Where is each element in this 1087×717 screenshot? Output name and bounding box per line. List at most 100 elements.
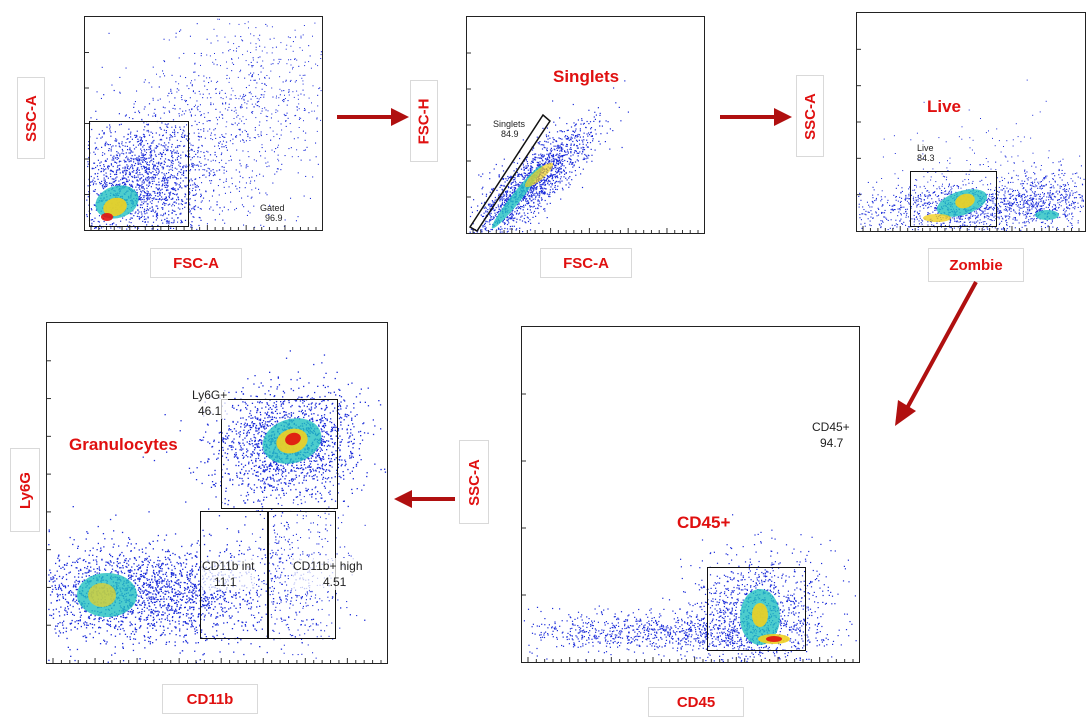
density-dot [235,123,236,124]
density-dot [173,228,174,229]
density-dot [238,46,239,47]
density-dot [900,205,901,206]
density-dot [282,100,283,101]
density-dot [266,134,267,135]
density-dot [239,118,240,119]
density-dot [180,108,181,109]
density-dot [239,181,240,182]
density-dot [1013,195,1014,196]
density-dot [236,169,237,170]
density-dot [1022,227,1023,228]
density-dot [1070,193,1071,194]
gate-gated[interactable] [89,121,189,227]
density-dot [231,134,232,135]
density-dot [293,41,294,42]
density-dot [228,50,229,51]
density-dot [176,33,177,34]
density-dot [1024,221,1025,222]
density-dot [200,220,201,221]
density-dot [1023,214,1024,215]
density-dot [195,154,196,155]
density-dot [202,200,203,201]
density-dot [156,74,157,75]
density-dot [256,82,257,83]
density-dot [898,212,899,213]
density-dot [208,112,209,113]
density-dot [1042,192,1043,193]
density-dot [1001,212,1002,213]
density-dot [1009,205,1010,206]
density-dot [1032,182,1033,183]
density-dot [227,150,228,151]
density-dot [304,25,305,26]
density-dot [206,164,207,165]
density-dot [1019,222,1020,223]
density-dot [200,217,201,218]
density-dot [1052,209,1053,210]
density-dot [201,202,202,203]
density-dot [262,83,263,84]
density-dot [210,120,211,121]
density-dot [266,85,267,86]
density-dot [210,154,211,155]
density-dot [301,36,302,37]
density-dot [187,85,188,86]
density-dot [173,108,174,109]
density-dot [266,75,267,76]
density-dot [250,183,251,184]
density-dot [86,200,87,201]
density-dot [194,79,195,80]
density-dot [209,93,210,94]
density-dot [860,200,861,201]
density-dot [236,51,237,52]
density-dot [191,116,192,117]
density-dot [163,60,164,61]
density-dot [1069,197,1070,198]
density-dot [259,121,260,122]
density-dot [1048,207,1049,208]
density-dot [195,194,196,195]
density-dot [1020,230,1021,231]
density-dot [182,111,183,112]
density-dot [300,47,301,48]
density-dot [873,187,874,188]
density-dot [240,70,241,71]
density-dot [154,109,155,110]
density-dot [246,119,247,120]
density-dot [1015,220,1016,221]
density-dot [191,163,192,164]
density-dot [178,90,179,91]
density-dot [255,27,256,28]
density-dot [231,70,232,71]
density-dot [871,206,872,207]
density-dot [199,136,200,137]
density-dot [135,101,136,102]
density-dot [288,118,289,119]
density-dot [859,193,860,194]
density-dot [1010,198,1011,199]
density-dot [1028,213,1029,214]
density-dot [900,219,901,220]
density-dot [264,94,265,95]
density-dot [1029,210,1030,211]
density-dot [162,70,163,71]
density-dot [255,104,256,105]
density-dot [195,186,196,187]
density-dot [900,213,901,214]
density-dot [859,204,860,205]
density-dot [1015,227,1016,228]
density-dot [1066,206,1067,207]
density-dot [198,133,199,134]
density-dot [1022,194,1023,195]
density-dot [1005,191,1006,192]
density-dot [272,52,273,53]
density-dot [859,217,860,218]
density-dot [176,92,177,93]
density-dot [912,229,913,230]
density-dot [231,88,232,89]
density-dot [310,55,311,56]
density-dot [1051,199,1052,200]
density-dot [1037,188,1038,189]
density-dot [226,179,227,180]
density-dot [264,47,265,48]
